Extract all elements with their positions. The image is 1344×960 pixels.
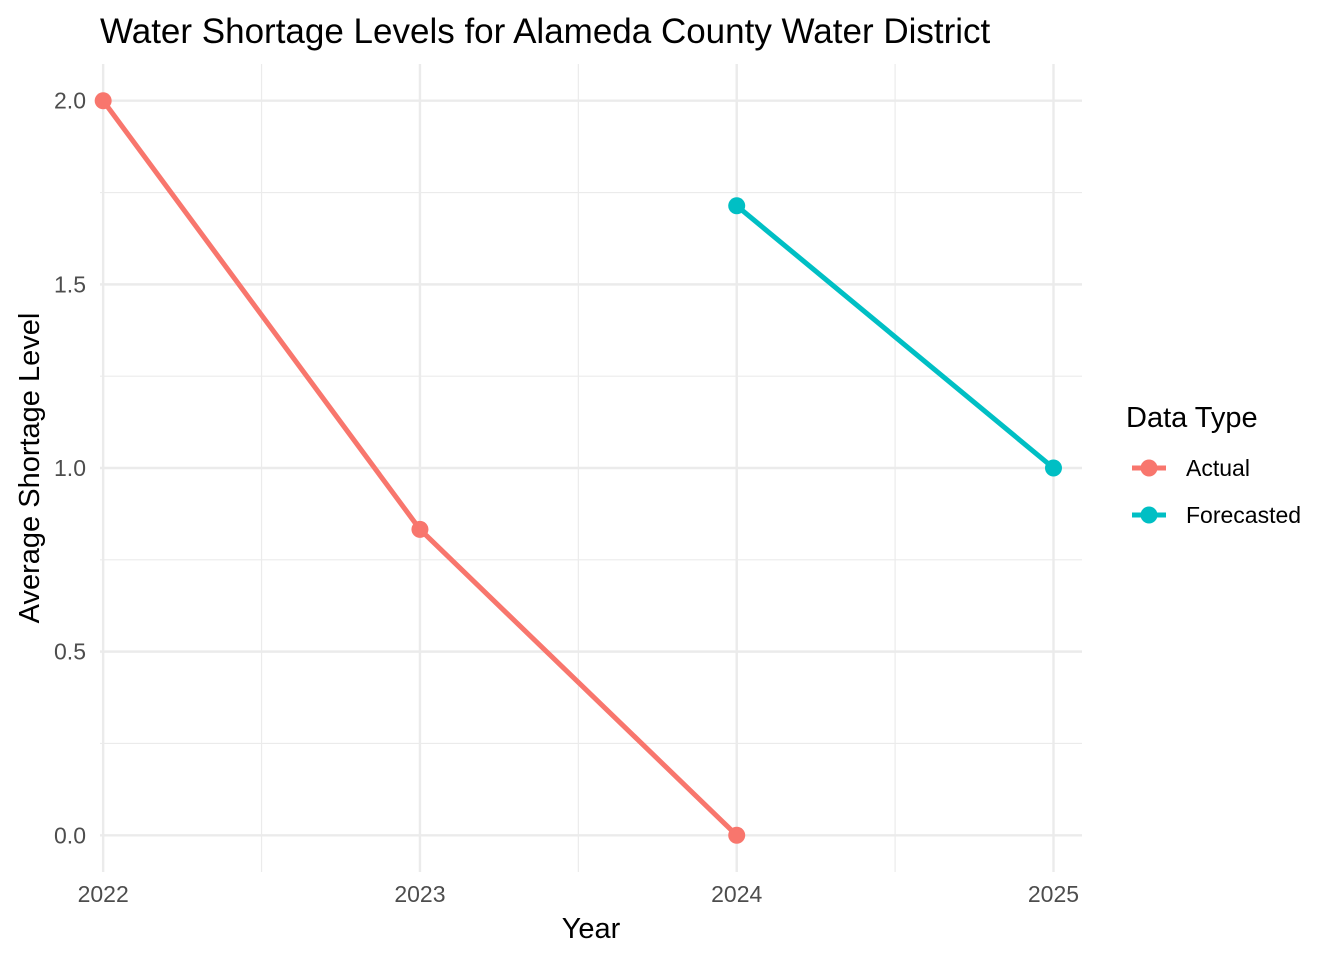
series-line-forecasted <box>735 203 1056 470</box>
chart-title: Water Shortage Levels for Alameda County… <box>100 12 991 51</box>
y-axis-ticks: 0.0 0.5 1.0 1.5 2.0 <box>54 88 86 849</box>
x-tick-label: 2022 <box>78 881 129 907</box>
legend-key-point <box>1140 506 1158 524</box>
y-axis-title: Average Shortage Level <box>14 313 46 624</box>
y-tick-label: 0.5 <box>54 639 86 665</box>
y-tick-label: 0.0 <box>54 822 86 848</box>
grid <box>100 64 1082 872</box>
x-tick-label: 2023 <box>394 881 445 907</box>
data-point-actual <box>411 520 429 538</box>
legend-title: Data Type <box>1126 402 1258 434</box>
legend-label-forecasted: Forecasted <box>1186 502 1301 528</box>
y-tick-label: 2.0 <box>54 88 86 114</box>
x-axis-ticks: 2022 2023 2024 2025 <box>78 881 1079 907</box>
x-tick-label: 2025 <box>1028 881 1079 907</box>
data-point-forecasted <box>1044 459 1062 477</box>
legend-key-point <box>1140 459 1158 477</box>
x-axis-title: Year <box>562 913 621 945</box>
series-layer <box>94 92 1062 844</box>
data-point-actual <box>728 826 746 844</box>
y-tick-label: 1.0 <box>54 455 86 481</box>
data-point-actual <box>94 92 112 110</box>
x-tick-label: 2024 <box>711 881 762 907</box>
legend: Data Type Actual Forecasted <box>1126 402 1301 528</box>
legend-label-actual: Actual <box>1186 455 1250 481</box>
y-tick-label: 1.5 <box>54 271 86 297</box>
data-point-forecasted <box>728 197 746 215</box>
